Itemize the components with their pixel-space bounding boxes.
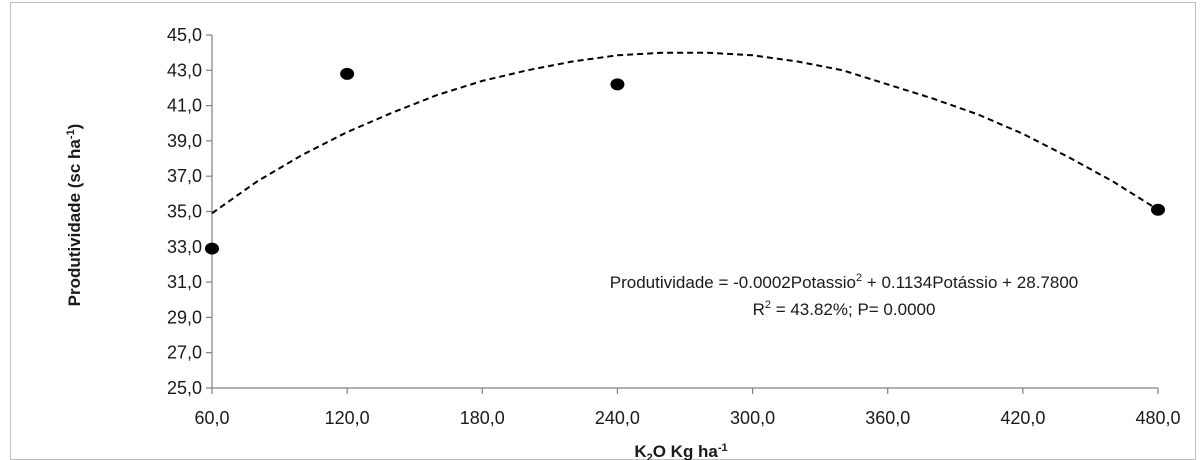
data-points <box>205 67 1165 255</box>
y-tick-label: 35,0 <box>167 202 202 222</box>
x-axis-title-sup: -1 <box>718 442 728 454</box>
y-tick-label: 29,0 <box>167 307 202 327</box>
x-tick-label: 60,0 <box>194 408 229 428</box>
x-axis-title-sub: 2 <box>647 452 653 460</box>
x-tick-label: 180,0 <box>460 408 505 428</box>
y-tick-label: 33,0 <box>167 237 202 257</box>
data-point <box>340 67 355 80</box>
y-tick-label: 43,0 <box>167 60 202 80</box>
y-tick-label: 37,0 <box>167 166 202 186</box>
x-tick-label: 420,0 <box>1000 408 1045 428</box>
x-tick-label: 300,0 <box>730 408 775 428</box>
y-axis-ticks: 25,0 27,0 29,0 31,0 33,0 35,0 37,0 39,0 41,0 43,0… <box>167 25 212 398</box>
x-axis-title-base: K <box>634 442 647 460</box>
stats-sq: 2 <box>765 299 771 311</box>
equation-lhs: Produtividade = -0.0002Potassio <box>610 273 856 292</box>
y-tick-label: 25,0 <box>167 378 202 398</box>
data-point <box>205 242 219 255</box>
equation-annotation: Produtividade = -0.0002Potassio2 + 0.113… <box>610 272 1078 292</box>
chart-frame <box>10 2 1196 460</box>
trendline-group <box>211 51 1159 215</box>
x-tick-label: 120,0 <box>325 408 370 428</box>
y-tick-label: 39,0 <box>167 131 202 151</box>
equation-rhs: + 0.1134Potássio + 28.7800 <box>862 273 1078 292</box>
x-axis-ticks: 60,0 120,0 180,0 240,0 300,0 360,0 420,0 480,0 <box>194 388 1181 428</box>
y-axis-title-sup: -1 <box>65 129 77 139</box>
x-tick-label: 480,0 <box>1135 408 1180 428</box>
stats-annotation: R2 = 43.82%; P= 0.0000 <box>753 299 936 319</box>
y-axis-title-end: ) <box>65 124 84 130</box>
data-point <box>610 78 625 91</box>
y-tick-label: 45,0 <box>167 25 202 45</box>
x-tick-label: 360,0 <box>865 408 910 428</box>
x-axis-title-mid: O Kg ha <box>653 442 719 460</box>
stats-rest: = 43.82%; P= 0.0000 <box>771 300 935 319</box>
data-point <box>1151 203 1165 216</box>
y-axis-title: Produtividade (sc ha-1) <box>65 124 84 307</box>
equation-sq: 2 <box>856 272 862 284</box>
y-axis-title-base: Produtividade (sc ha <box>65 139 84 307</box>
x-axis-title: K2O Kg ha-1 <box>634 442 727 460</box>
y-tick-label: 31,0 <box>167 272 202 292</box>
y-tick-label: 27,0 <box>167 343 202 363</box>
axes <box>211 35 1158 389</box>
x-tick-label: 240,0 <box>595 408 640 428</box>
stats-r: R <box>753 300 765 319</box>
y-tick-label: 41,0 <box>167 96 202 116</box>
trendline <box>211 51 1159 215</box>
